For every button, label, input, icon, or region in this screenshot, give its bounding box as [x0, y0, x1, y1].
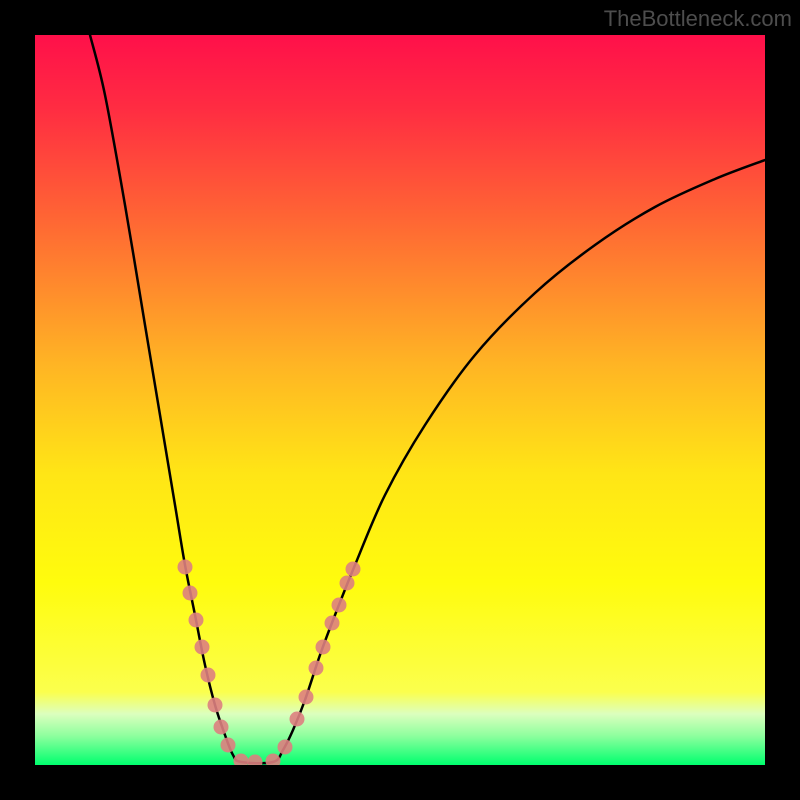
data-marker [316, 640, 331, 655]
gradient-background [35, 35, 765, 765]
data-marker [290, 712, 305, 727]
data-marker [340, 576, 355, 591]
data-marker [189, 613, 204, 628]
data-marker [178, 560, 193, 575]
data-marker [325, 616, 340, 631]
data-marker [332, 598, 347, 613]
data-marker [299, 690, 314, 705]
data-marker [278, 740, 293, 755]
chart-container: TheBottleneck.com [0, 0, 800, 800]
data-marker [195, 640, 210, 655]
plot-area [35, 35, 765, 765]
data-marker [208, 698, 223, 713]
data-marker [346, 562, 361, 577]
data-marker [309, 661, 324, 676]
watermark-text: TheBottleneck.com [604, 6, 792, 32]
data-marker [183, 586, 198, 601]
data-marker [221, 738, 236, 753]
data-marker [214, 720, 229, 735]
chart-svg [35, 35, 765, 765]
data-marker [201, 668, 216, 683]
